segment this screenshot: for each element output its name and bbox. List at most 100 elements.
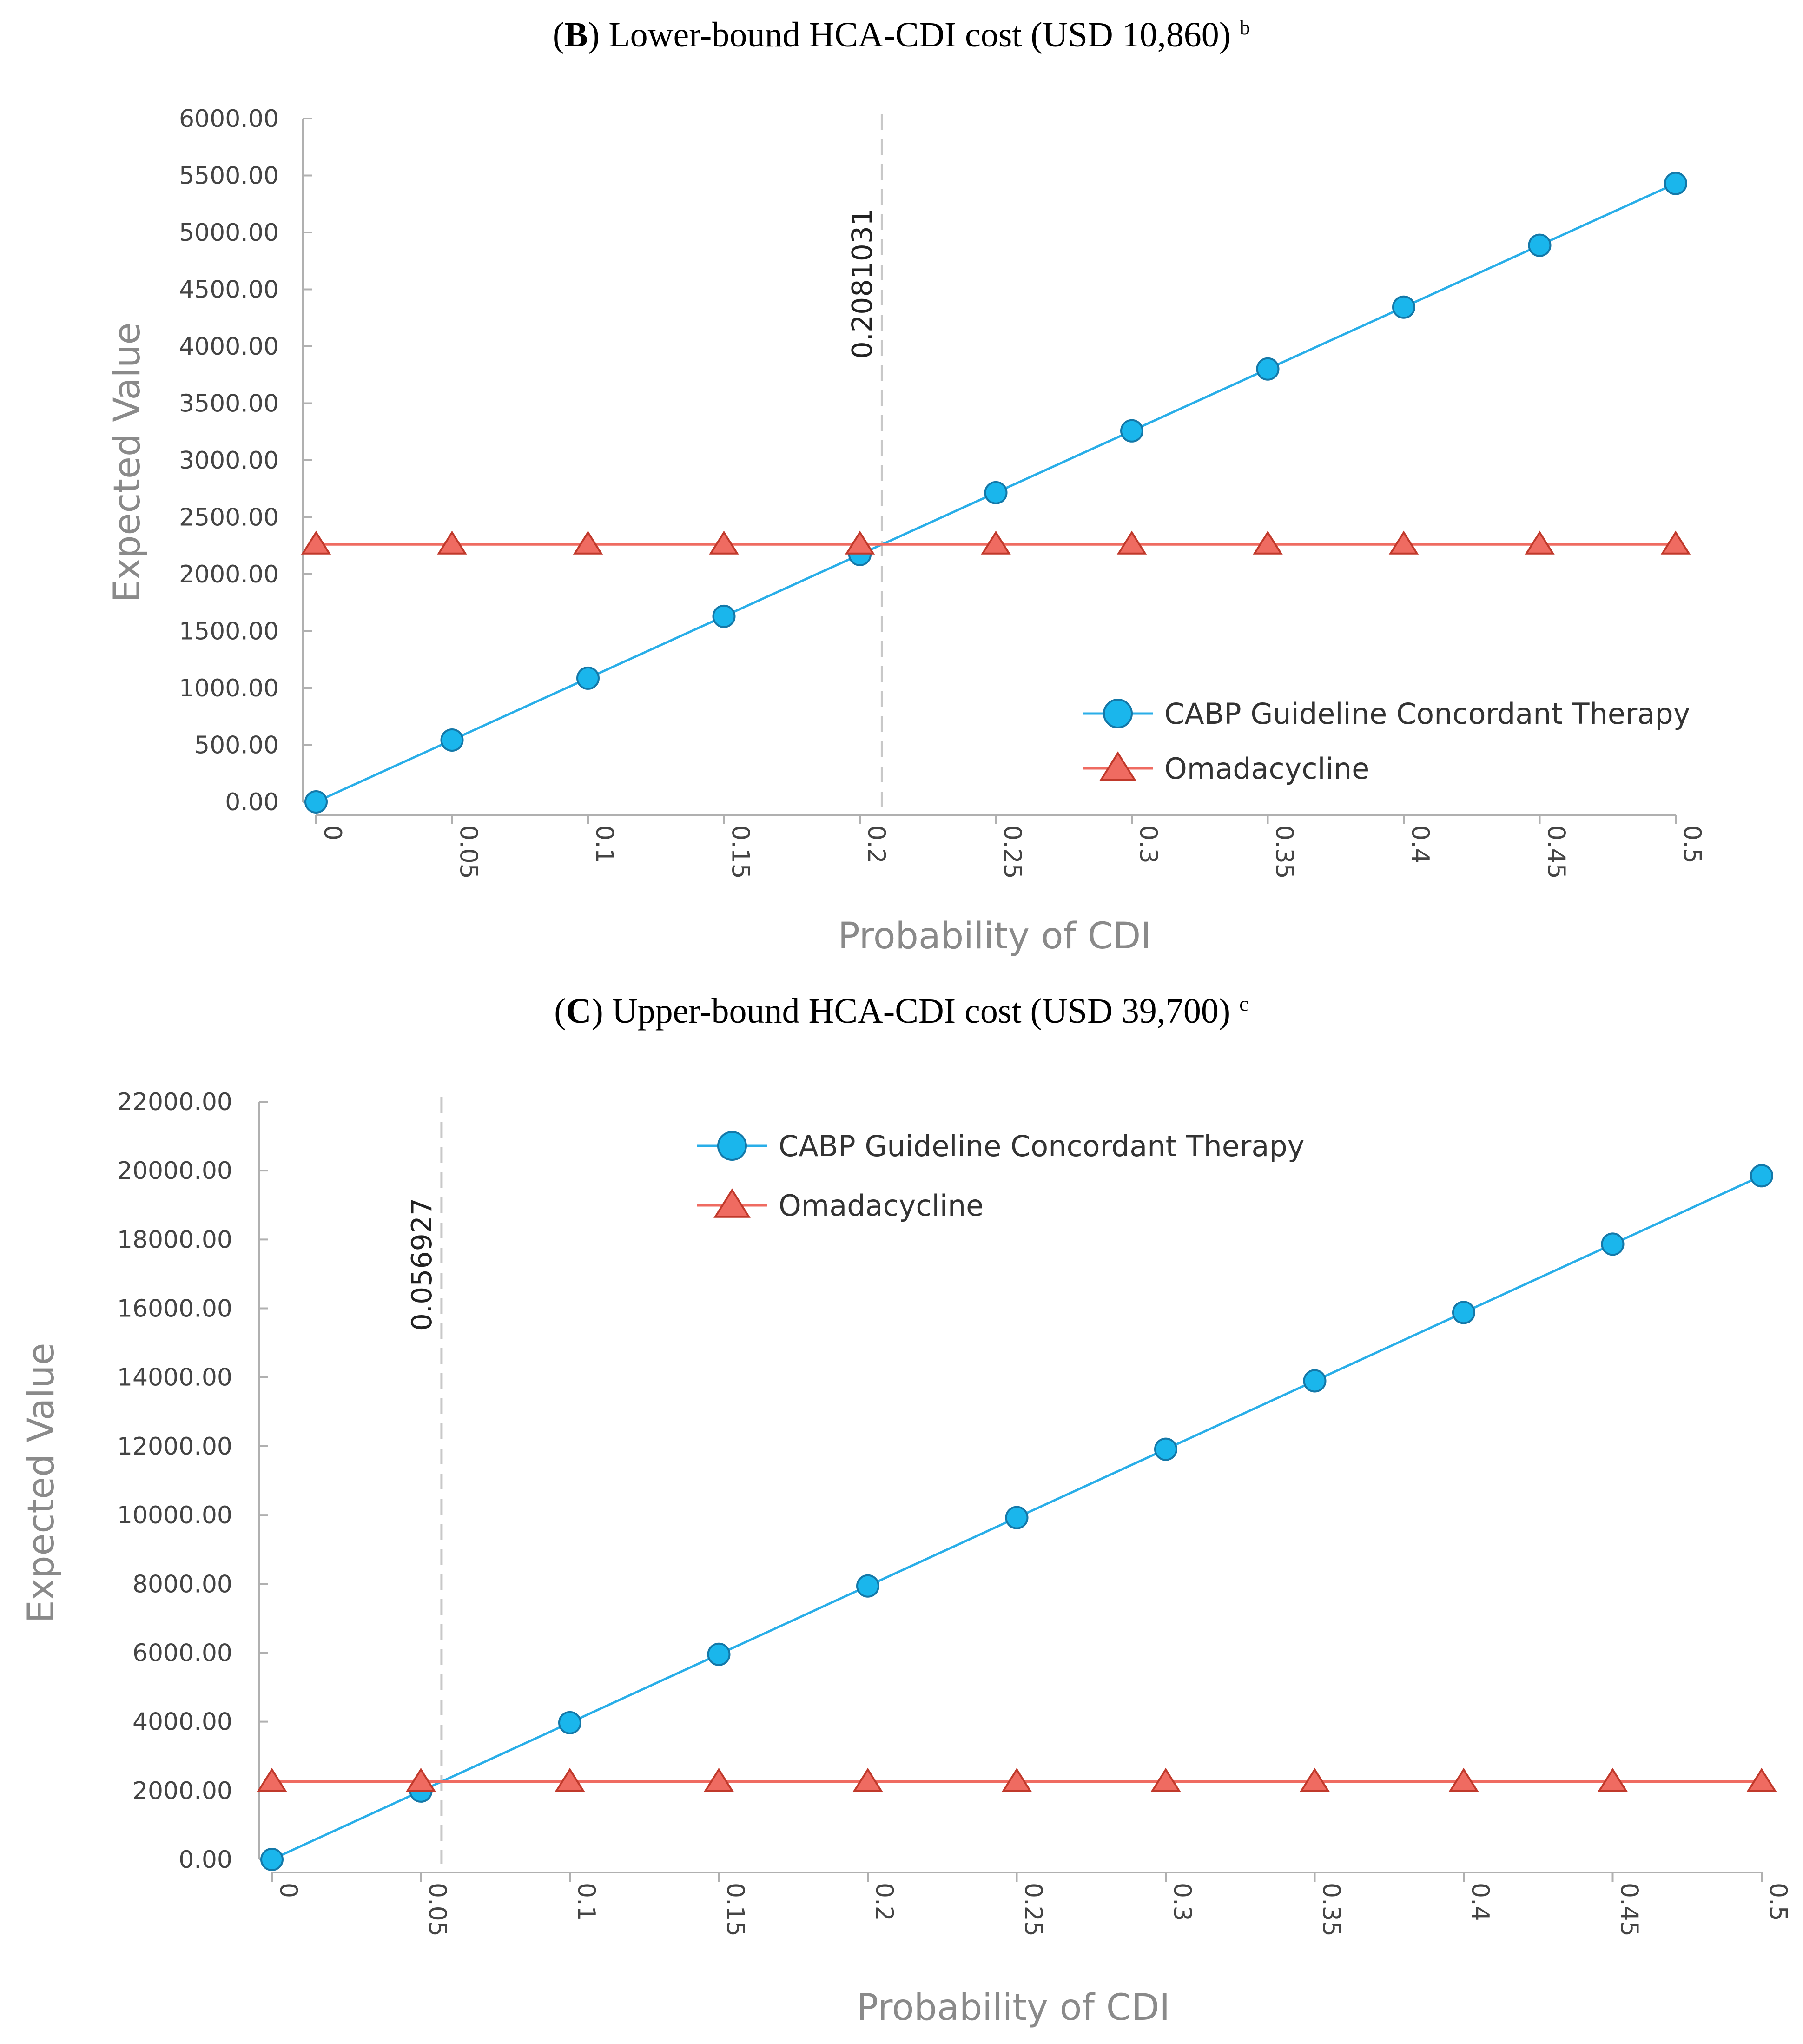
panel-b-chart: (B) Lower-bound HCA-CDI cost (USD 10,860… [106,15,1706,957]
panel-c-omadacycline-point [257,1767,287,1792]
panel-c-cabp-point [260,1848,284,1871]
panel-c-y-tick-label: 10000.00 [117,1502,232,1529]
panel-c-x-tick-label: 0.45 [1615,1883,1643,1937]
panel-c-x-tick-label: 0 [274,1883,302,1898]
panel-c-cabp-point [1601,1232,1625,1256]
panel-b-y-tick-label: 2000.00 [179,561,279,589]
panel-b-threshold-label: 0.2081031 [846,208,878,359]
panel-b-omadacycline-point [845,530,875,555]
panel-b-cabp-point [1120,419,1143,443]
panel-c-omadacycline-point [704,1767,734,1792]
panel-c-cabp-point [1154,1437,1177,1461]
panel-c-y-tick-label: 18000.00 [117,1226,232,1254]
panel-b-y-tick-label: 4000.00 [179,333,279,361]
panel-c-cabp-point [558,1711,581,1734]
panel-c-omadacycline-point [1150,1767,1181,1792]
panel-b-omadacycline-point [573,530,603,555]
panel-b-y-tick-label: 5000.00 [179,219,279,247]
panel-c-x-tick-label: 0.1 [572,1883,600,1921]
panel-b-legend-label: CABP Guideline Concordant Therapy [1164,697,1690,731]
panel-b-y-tick-label: 1000.00 [179,675,279,702]
panel-b-cabp-point [1256,357,1280,381]
panel-b-omadacycline-point [1253,530,1283,555]
panel-c-omadacycline-point [1300,1767,1330,1792]
panel-b-y-tick-label: 2500.00 [179,504,279,532]
panel-c-omadacycline-point [1448,1767,1479,1792]
panel-c-x-tick-label: 0.3 [1168,1883,1196,1921]
panel-b-omadacycline-point [1388,530,1419,555]
panel-b-y-tick-label: 0.00 [225,788,279,816]
panel-b-omadacycline-point [709,530,739,555]
panel-b-x-axis-title: Probability of CDI [838,915,1152,957]
panel-c-y-axis-title: Expected Value [20,1343,62,1623]
panel-c-y-tick-label: 8000.00 [132,1570,232,1598]
panel-b-y-tick-label: 5500.00 [179,162,279,190]
panel-c-cabp-point [1005,1506,1029,1529]
panel-c-omadacycline-point [1746,1767,1777,1792]
panel-c-cabp-point [1452,1301,1475,1324]
panel-c-omadacycline-point [852,1767,883,1792]
panel-c-y-tick-label: 14000.00 [117,1364,232,1392]
panel-b-x-tick-label: 0.05 [455,825,482,879]
panel-b-y-tick-label: 6000.00 [179,105,279,133]
panel-b-x-tick-label: 0.5 [1678,825,1706,864]
panel-c-threshold-label: 0.056927 [406,1198,438,1331]
panel-b-cabp-point [304,790,328,814]
panel-b-x-tick-label: 0.15 [726,825,754,879]
panel-c-cabp-point [1303,1369,1327,1393]
panel-c-x-tick-label: 0.2 [870,1883,898,1921]
panel-b-cabp-point [576,666,600,690]
panel-c-cabp-point [856,1574,879,1598]
panel-c-x-axis-title: Probability of CDI [857,1987,1170,2029]
panel-b-y-tick-label: 4500.00 [179,276,279,304]
panel-b-omadacycline-point [437,530,467,555]
panel-b-legend-label: Omadacycline [1164,752,1369,786]
panel-b-y-tick-label: 1500.00 [179,618,279,646]
panel-c-x-tick-label: 0.5 [1764,1883,1792,1921]
panel-c-omadacycline-point [555,1767,585,1792]
panel-b-y-tick-label: 500.00 [194,732,279,760]
panel-b-x-tick-label: 0.1 [590,825,618,864]
panel-b-cabp-point [440,728,464,752]
panel-c-omadacycline-point [1002,1767,1032,1792]
panel-b-omadacycline-point [981,530,1011,555]
panel-c-y-tick-label: 12000.00 [117,1433,232,1461]
panel-b-x-tick-label: 0.25 [998,825,1026,879]
panel-c-title: (C) Upper-bound HCA-CDI cost (USD 39,700… [554,992,1248,1031]
panel-b-cabp-point [1392,295,1415,319]
panel-b-omadacycline-point [1525,530,1555,555]
panel-c-y-tick-label: 6000.00 [132,1639,232,1667]
panel-b-cabp-point [984,481,1008,504]
panel-c-y-tick-label: 20000.00 [117,1157,232,1185]
panel-b-cabp-point [1528,233,1552,257]
panel-c-legend-triangle-icon [713,1188,751,1218]
panel-c-legend-label: CABP Guideline Concordant Therapy [779,1129,1304,1163]
panel-b-x-tick-label: 0.2 [862,825,890,864]
panel-b-omadacycline-point [1660,530,1691,555]
panel-b-title: (B) Lower-bound HCA-CDI cost (USD 10,860… [553,15,1250,54]
panel-c-x-tick-label: 0.25 [1019,1883,1047,1937]
panel-c-legend-label: Omadacycline [779,1189,984,1223]
panel-c-y-tick-label: 2000.00 [132,1777,232,1805]
panel-b-x-tick-label: 0.45 [1542,825,1570,879]
panel-c-y-tick-label: 0.00 [178,1846,232,1874]
panel-c-chart: (C) Upper-bound HCA-CDI cost (USD 39,700… [20,992,1792,2029]
panel-b-y-tick-label: 3500.00 [179,390,279,418]
panel-c-cabp-point [1750,1164,1773,1188]
panel-b-x-tick-label: 0.3 [1134,825,1162,864]
panel-c-y-tick-label: 16000.00 [117,1295,232,1323]
panel-b-x-tick-label: 0.4 [1406,825,1434,864]
panel-c-legend-circle-icon [717,1131,747,1161]
panel-b-y-axis-title: Expected Value [106,323,148,603]
panel-c-x-tick-label: 0.35 [1317,1883,1345,1937]
panel-b-omadacycline-point [1116,530,1147,555]
panel-c-x-tick-label: 0.05 [423,1883,451,1937]
panel-c-x-tick-label: 0.4 [1466,1883,1494,1921]
panel-c-omadacycline-point [406,1767,436,1792]
panel-c-x-tick-label: 0.15 [721,1883,749,1937]
panel-b-omadacycline-point [301,530,331,555]
panel-b-y-tick-label: 3000.00 [179,447,279,475]
panel-c-y-tick-label: 22000.00 [117,1088,232,1116]
panel-c-omadacycline-point [1598,1767,1628,1792]
